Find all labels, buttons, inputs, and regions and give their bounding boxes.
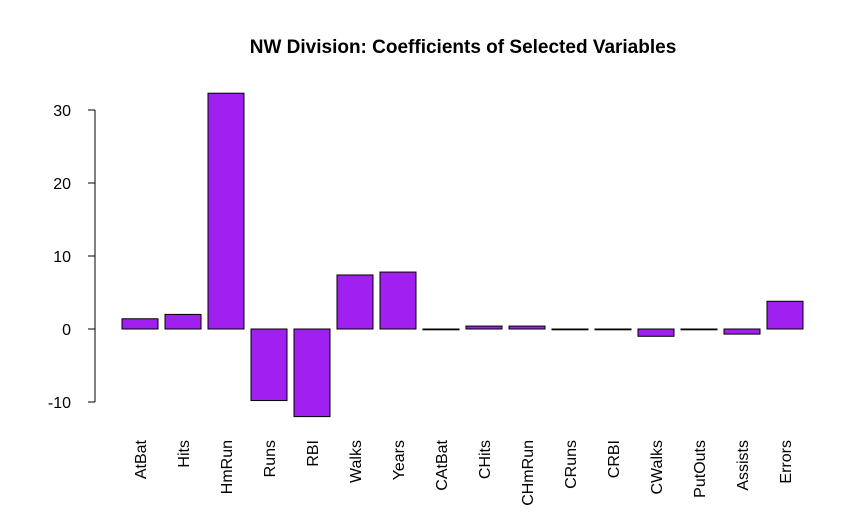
y-tick-label: 0	[62, 322, 71, 339]
bar-atbat	[121, 318, 159, 330]
bars	[121, 92, 804, 418]
bar-rbi	[293, 328, 331, 418]
x-tick-label: Assists	[735, 440, 752, 491]
x-tick-label: RBI	[305, 440, 322, 467]
x-tick-label: CHits	[477, 440, 494, 479]
x-tick-label: Hits	[176, 440, 193, 468]
x-tick-label: AtBat	[133, 439, 150, 479]
bar-cruns	[551, 328, 589, 331]
bar-putouts	[680, 328, 718, 331]
x-tick-label: HmRun	[219, 440, 236, 494]
x-tick-label: CHmRun	[520, 440, 537, 506]
bar-hmrun	[207, 92, 245, 330]
bar-cwalks	[637, 328, 675, 337]
y-tick-label: 20	[53, 176, 71, 193]
bar-errors	[766, 300, 804, 330]
chart-title: NW Division: Coefficients of Selected Va…	[250, 37, 677, 58]
x-tick-label: Runs	[262, 440, 279, 477]
bar-assists	[723, 328, 761, 335]
bar-chmrun	[508, 325, 546, 330]
bar-catbat	[422, 328, 460, 331]
x-tick-label: PutOuts	[692, 440, 709, 498]
bar-walks	[336, 274, 374, 330]
x-tick-label: CRBI	[606, 440, 623, 478]
x-tick-label: Years	[391, 440, 408, 480]
y-tick-label: 30	[53, 103, 71, 120]
x-tick-label: CRuns	[563, 440, 580, 489]
bar-chits	[465, 325, 503, 330]
y-axis: -10 0 10 20 30	[48, 103, 96, 412]
bar-hits	[164, 313, 202, 330]
y-tick-label: -10	[48, 395, 71, 412]
x-axis-labels: AtBat Hits HmRun Runs RBI Walks Years CAtBat CHi…	[133, 439, 795, 505]
bar-runs	[250, 328, 288, 402]
bar-crbi	[594, 328, 632, 331]
x-tick-label: CWalks	[649, 440, 666, 495]
y-tick-label: 10	[53, 249, 71, 266]
x-tick-label: Errors	[778, 440, 795, 484]
bar-years	[379, 271, 417, 330]
x-tick-label: CAtBat	[434, 439, 451, 490]
x-tick-label: Walks	[348, 440, 365, 483]
